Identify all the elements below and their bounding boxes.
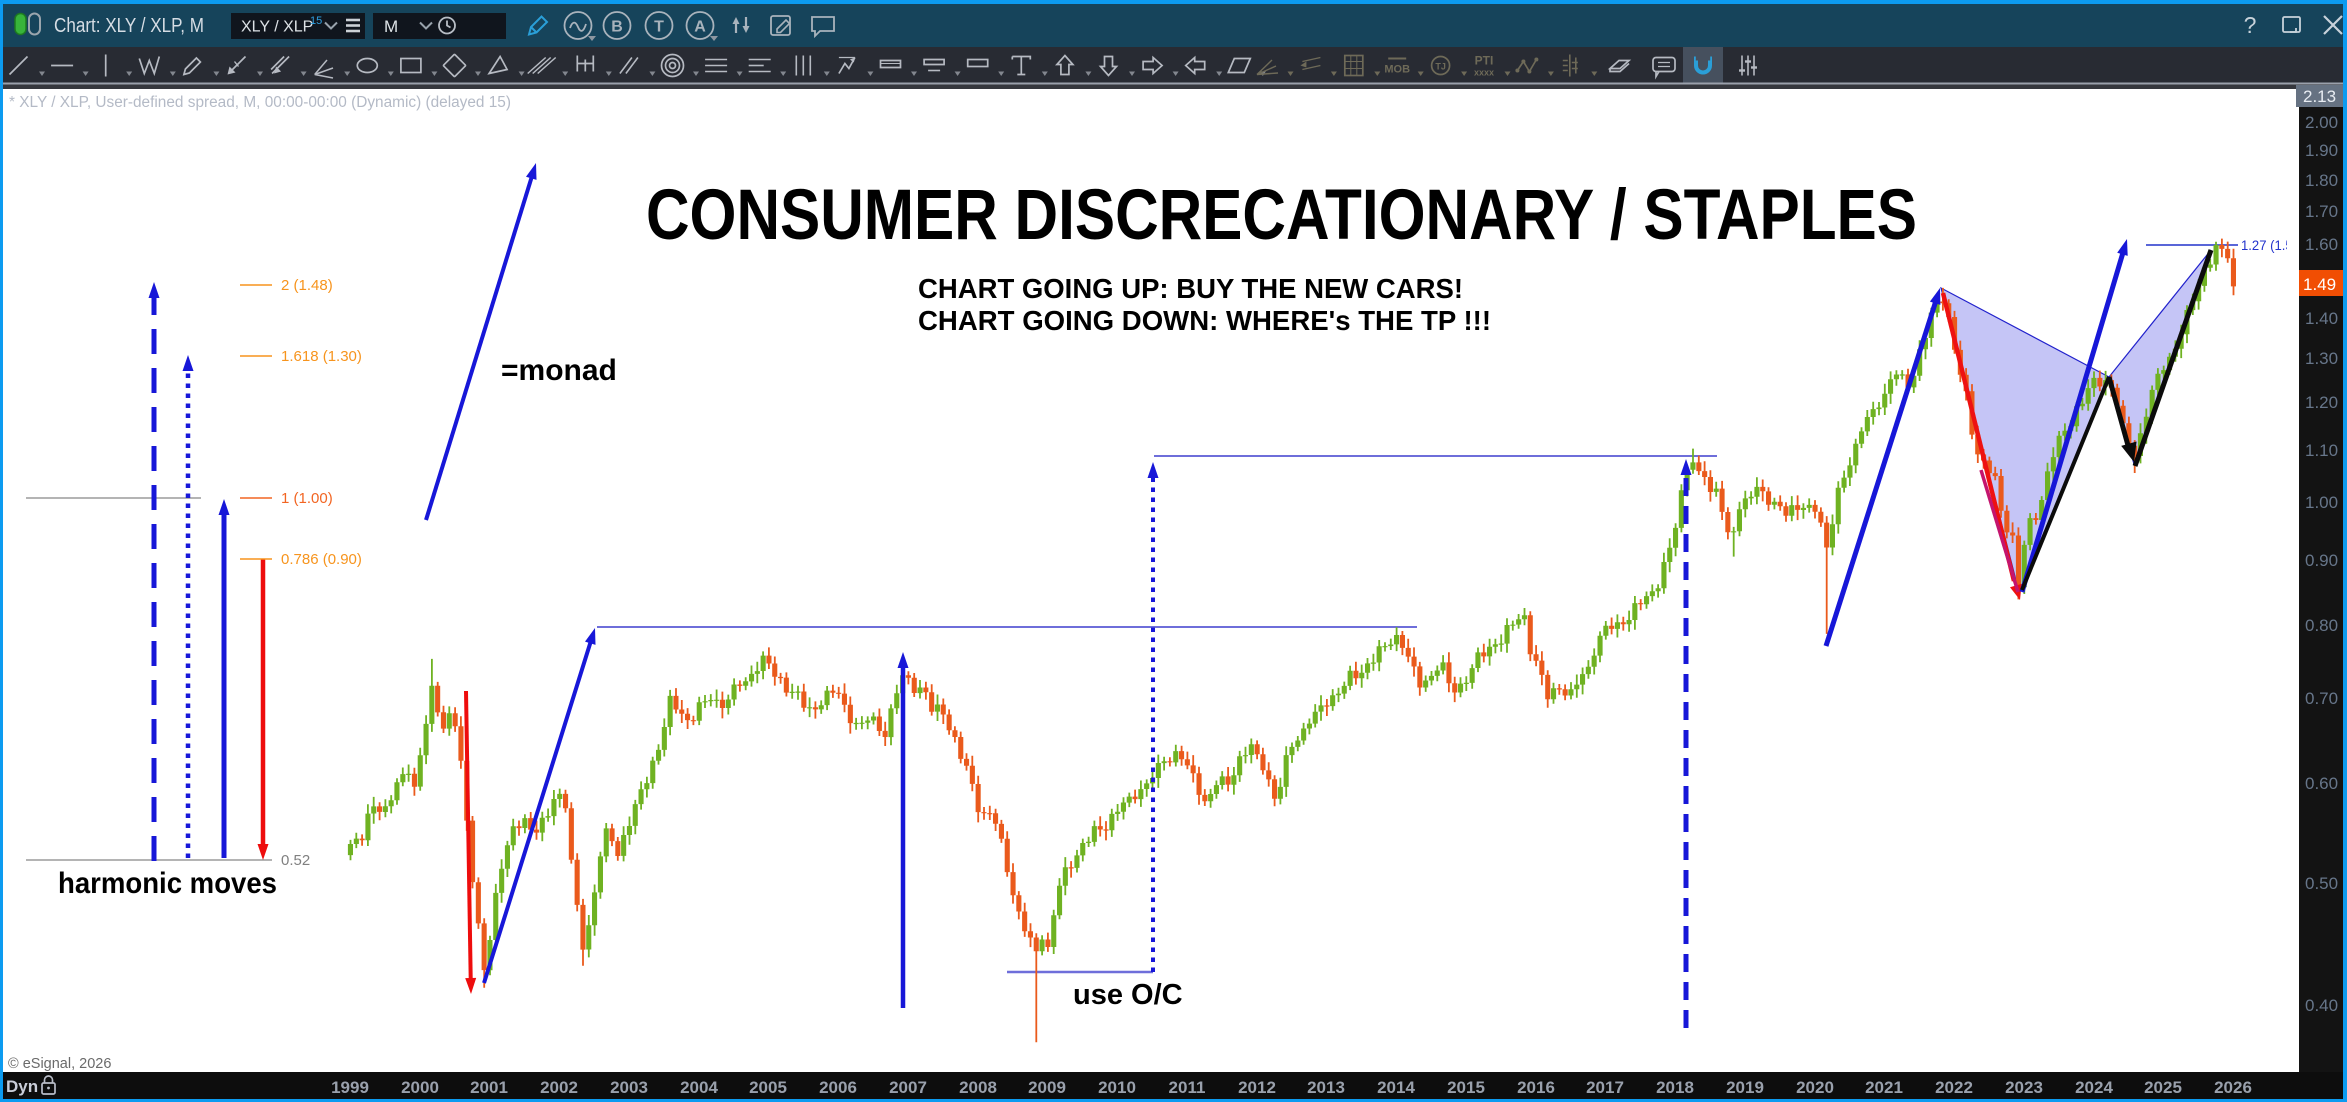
- svg-text:2.13: 2.13: [2303, 87, 2336, 106]
- svg-text:B: B: [611, 19, 623, 36]
- svg-text:1.60: 1.60: [2305, 235, 2338, 254]
- svg-text:PTI: PTI: [1475, 54, 1494, 68]
- svg-text:MOB: MOB: [1384, 64, 1410, 76]
- svg-text:M: M: [384, 17, 398, 36]
- svg-text:2010: 2010: [1098, 1078, 1136, 1097]
- svg-text:1.618 (1.30): 1.618 (1.30): [281, 348, 362, 365]
- svg-text:0.70: 0.70: [2305, 689, 2338, 708]
- svg-text:Chart: XLY / XLP, M: Chart: XLY / XLP, M: [54, 15, 204, 37]
- svg-text:1.27 (1.59: 1.27 (1.59: [2241, 237, 2300, 253]
- svg-text:0.90: 0.90: [2305, 551, 2338, 570]
- svg-text:CHART GOING DOWN: WHERE's THE: CHART GOING DOWN: WHERE's THE TP !!!: [918, 305, 1491, 336]
- svg-text:2022: 2022: [1935, 1078, 1973, 1097]
- svg-text:2016: 2016: [1517, 1078, 1555, 1097]
- svg-text:A: A: [694, 19, 706, 36]
- svg-text:T: T: [654, 19, 664, 36]
- svg-text:2004: 2004: [680, 1078, 718, 1097]
- svg-text:2014: 2014: [1377, 1078, 1415, 1097]
- svg-text:2005: 2005: [749, 1078, 787, 1097]
- svg-text:2001: 2001: [470, 1078, 508, 1097]
- svg-text:1.80: 1.80: [2305, 171, 2338, 190]
- svg-text:0.60: 0.60: [2305, 774, 2338, 793]
- svg-text:CHART GOING UP: BUY THE NEW CA: CHART GOING UP: BUY THE NEW CARS!: [918, 273, 1463, 304]
- svg-text:2008: 2008: [959, 1078, 997, 1097]
- svg-text:harmonic moves: harmonic moves: [58, 867, 277, 900]
- svg-text:2007: 2007: [889, 1078, 927, 1097]
- svg-text:Dyn: Dyn: [6, 1077, 38, 1096]
- svg-text:use O/C: use O/C: [1073, 979, 1183, 1011]
- svg-text:1999: 1999: [331, 1078, 369, 1097]
- svg-text:=monad: =monad: [501, 354, 617, 387]
- svg-text:1.40: 1.40: [2305, 309, 2338, 328]
- svg-text:1.20: 1.20: [2305, 393, 2338, 412]
- svg-text:1.49: 1.49: [2303, 275, 2336, 294]
- svg-text:2009: 2009: [1028, 1078, 1066, 1097]
- svg-text:0.786 (0.90): 0.786 (0.90): [281, 551, 362, 568]
- svg-text:0.52: 0.52: [281, 852, 310, 869]
- svg-text:0.50: 0.50: [2305, 874, 2338, 893]
- svg-text:1.10: 1.10: [2305, 441, 2338, 460]
- svg-text:2019: 2019: [1726, 1078, 1764, 1097]
- svg-text:2 (1.48): 2 (1.48): [281, 277, 333, 294]
- svg-text:2025: 2025: [2144, 1078, 2182, 1097]
- svg-text:2003: 2003: [610, 1078, 648, 1097]
- svg-text:2015: 2015: [1447, 1078, 1485, 1097]
- svg-text:2012: 2012: [1238, 1078, 1276, 1097]
- svg-text:2002: 2002: [540, 1078, 578, 1097]
- svg-text:2.00: 2.00: [2305, 113, 2338, 132]
- svg-text:2026: 2026: [2214, 1078, 2252, 1097]
- svg-text:2013: 2013: [1307, 1078, 1345, 1097]
- svg-text:2023: 2023: [2005, 1078, 2043, 1097]
- svg-text:2021: 2021: [1865, 1078, 1903, 1097]
- svg-text:XLY / XLP: XLY / XLP: [241, 19, 313, 36]
- svg-text:1.30: 1.30: [2305, 349, 2338, 368]
- svg-text:1.90: 1.90: [2305, 141, 2338, 160]
- svg-text:2017: 2017: [1586, 1078, 1624, 1097]
- svg-text:1.70: 1.70: [2305, 202, 2338, 221]
- svg-text:2006: 2006: [819, 1078, 857, 1097]
- svg-text:2011: 2011: [1169, 1078, 1206, 1097]
- svg-text:0.40: 0.40: [2305, 996, 2338, 1015]
- svg-text:15: 15: [310, 15, 322, 27]
- svg-text:2024: 2024: [2075, 1078, 2113, 1097]
- svg-text:0.80: 0.80: [2305, 616, 2338, 635]
- svg-text:2018: 2018: [1656, 1078, 1694, 1097]
- svg-text:TJ: TJ: [1435, 62, 1446, 72]
- svg-text:xxxx: xxxx: [1474, 68, 1494, 78]
- svg-text:© eSignal, 2026: © eSignal, 2026: [8, 1056, 111, 1072]
- svg-text:1 (1.00): 1 (1.00): [281, 490, 333, 507]
- svg-text:?: ?: [2244, 12, 2257, 38]
- svg-text:2000: 2000: [401, 1078, 439, 1097]
- svg-text:2020: 2020: [1796, 1078, 1834, 1097]
- svg-text:1.00: 1.00: [2305, 493, 2338, 512]
- svg-text:CONSUMER DISCRECATIONARY / STA: CONSUMER DISCRECATIONARY / STAPLES: [646, 176, 1917, 255]
- svg-text:* XLY / XLP, User-defined spre: * XLY / XLP, User-defined spread, M, 00:…: [9, 94, 511, 111]
